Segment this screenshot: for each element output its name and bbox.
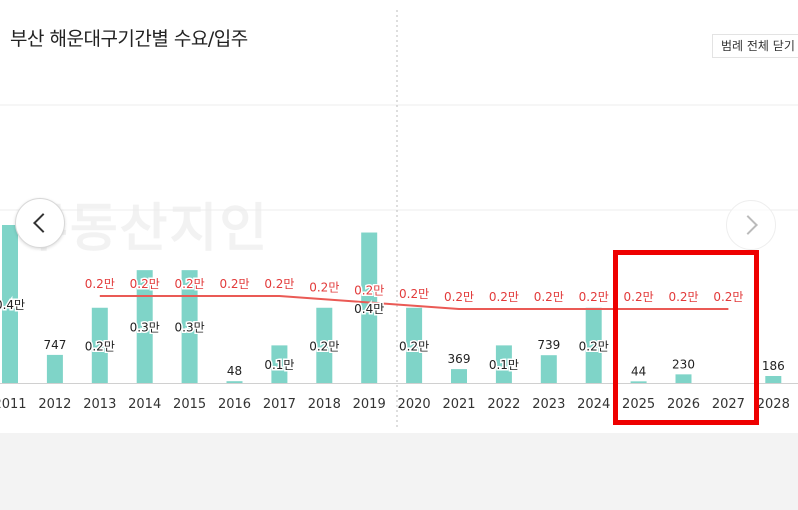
demand-value-label: 0.2만: [668, 290, 698, 304]
bar-value-label: 739: [537, 338, 560, 352]
bar-value-label: 186: [762, 359, 785, 373]
bar: [765, 376, 782, 383]
x-tick-label: 2016: [218, 397, 251, 412]
demand-value-label: 0.2만: [354, 284, 384, 298]
x-tick-label: 2022: [487, 397, 520, 412]
bar-value-label: 0.2만: [399, 339, 429, 353]
x-tick-label: 2023: [532, 397, 565, 412]
bar: [495, 345, 512, 383]
bar-value-label: 0.2만: [85, 339, 115, 353]
highlight-box: [613, 250, 759, 425]
bar: [675, 374, 692, 383]
demand-value-label: 0.2만: [219, 277, 249, 291]
x-tick-label: 2018: [308, 397, 341, 412]
demand-supply-chart: 0.4만 747 0.2만 0.3만 0.3만 48 0.1만 0.2만 0.4만 0.2만 369…: [0, 10, 798, 430]
demand-value-label: 0.2만: [444, 290, 474, 304]
x-tick-label: 2012: [38, 397, 71, 412]
bar: [2, 225, 18, 383]
demand-value-label: 0.2만: [399, 287, 429, 301]
x-tick-label: 2013: [83, 397, 116, 412]
chevron-left-icon: [33, 213, 53, 233]
bar-value-label: 0.4만: [0, 298, 25, 312]
demand-value-label: 0.2만: [713, 290, 743, 304]
next-button[interactable]: [726, 200, 776, 250]
bar: [630, 381, 647, 383]
bar: [91, 307, 108, 383]
x-tick-label: 2015: [173, 397, 206, 412]
bar-value-label: 230: [672, 357, 695, 371]
x-tick-label: 2020: [398, 397, 431, 412]
chart-panel: 부산 해운대구기간별 수요/입주 범례 전체 닫기 부동산지인 0.4만7470…: [0, 0, 798, 433]
bar-value-label: 0.1만: [489, 358, 519, 372]
legend-toggle-button[interactable]: 범례 전체 닫기: [712, 34, 798, 58]
bar-value-label: 0.3만: [130, 321, 160, 335]
demand-value-label: 0.2만: [175, 277, 205, 291]
chart-title: 부산 해운대구기간별 수요/입주: [10, 28, 248, 50]
bar: [46, 354, 63, 383]
bar-value-label: 0.2만: [579, 339, 609, 353]
chevron-right-icon: [738, 215, 758, 235]
x-tick-label: 2021: [442, 397, 475, 412]
x-tick-label: 2024: [577, 397, 610, 412]
demand-value-label: 0.2만: [264, 277, 294, 291]
bar: [451, 369, 467, 383]
x-tick-label: 2026: [667, 397, 700, 412]
x-tick-label: 2011: [0, 397, 27, 412]
bar: [540, 355, 557, 383]
demand-value-label: 0.2만: [489, 290, 519, 304]
x-tick-label: 2019: [353, 397, 386, 412]
bar: [136, 270, 153, 383]
x-tick-label: 2027: [712, 397, 745, 412]
bar-value-label: 44: [631, 364, 646, 378]
bar-value-label: 0.2만: [309, 339, 339, 353]
demand-value-label: 0.2만: [579, 290, 609, 304]
x-tick-label: 2017: [263, 397, 296, 412]
bar: [226, 381, 243, 383]
demand-value-label: 0.2만: [130, 277, 160, 291]
bar-value-label: 747: [43, 338, 66, 352]
bar-value-label: 0.4만: [354, 302, 384, 316]
bar-value-label: 0.3만: [175, 321, 205, 335]
bar: [406, 307, 423, 383]
bar-value-label: 0.1만: [264, 358, 294, 372]
demand-value-label: 0.2만: [624, 290, 654, 304]
prev-button[interactable]: [15, 198, 65, 248]
bar-value-label: 48: [227, 364, 242, 378]
x-tick-label: 2028: [757, 397, 790, 412]
demand-value-label: 0.2만: [534, 290, 564, 304]
demand-line: [99, 295, 729, 310]
demand-value-label: 0.2만: [85, 277, 115, 291]
x-tick-label: 2014: [128, 397, 161, 412]
demand-value-label: 0.2만: [309, 280, 339, 294]
bar: [271, 345, 288, 383]
bar: [361, 232, 378, 383]
bar: [181, 270, 198, 383]
bar: [585, 307, 602, 383]
x-tick-label: 2025: [622, 397, 655, 412]
bar-value-label: 369: [448, 352, 471, 366]
bar: [316, 307, 333, 383]
